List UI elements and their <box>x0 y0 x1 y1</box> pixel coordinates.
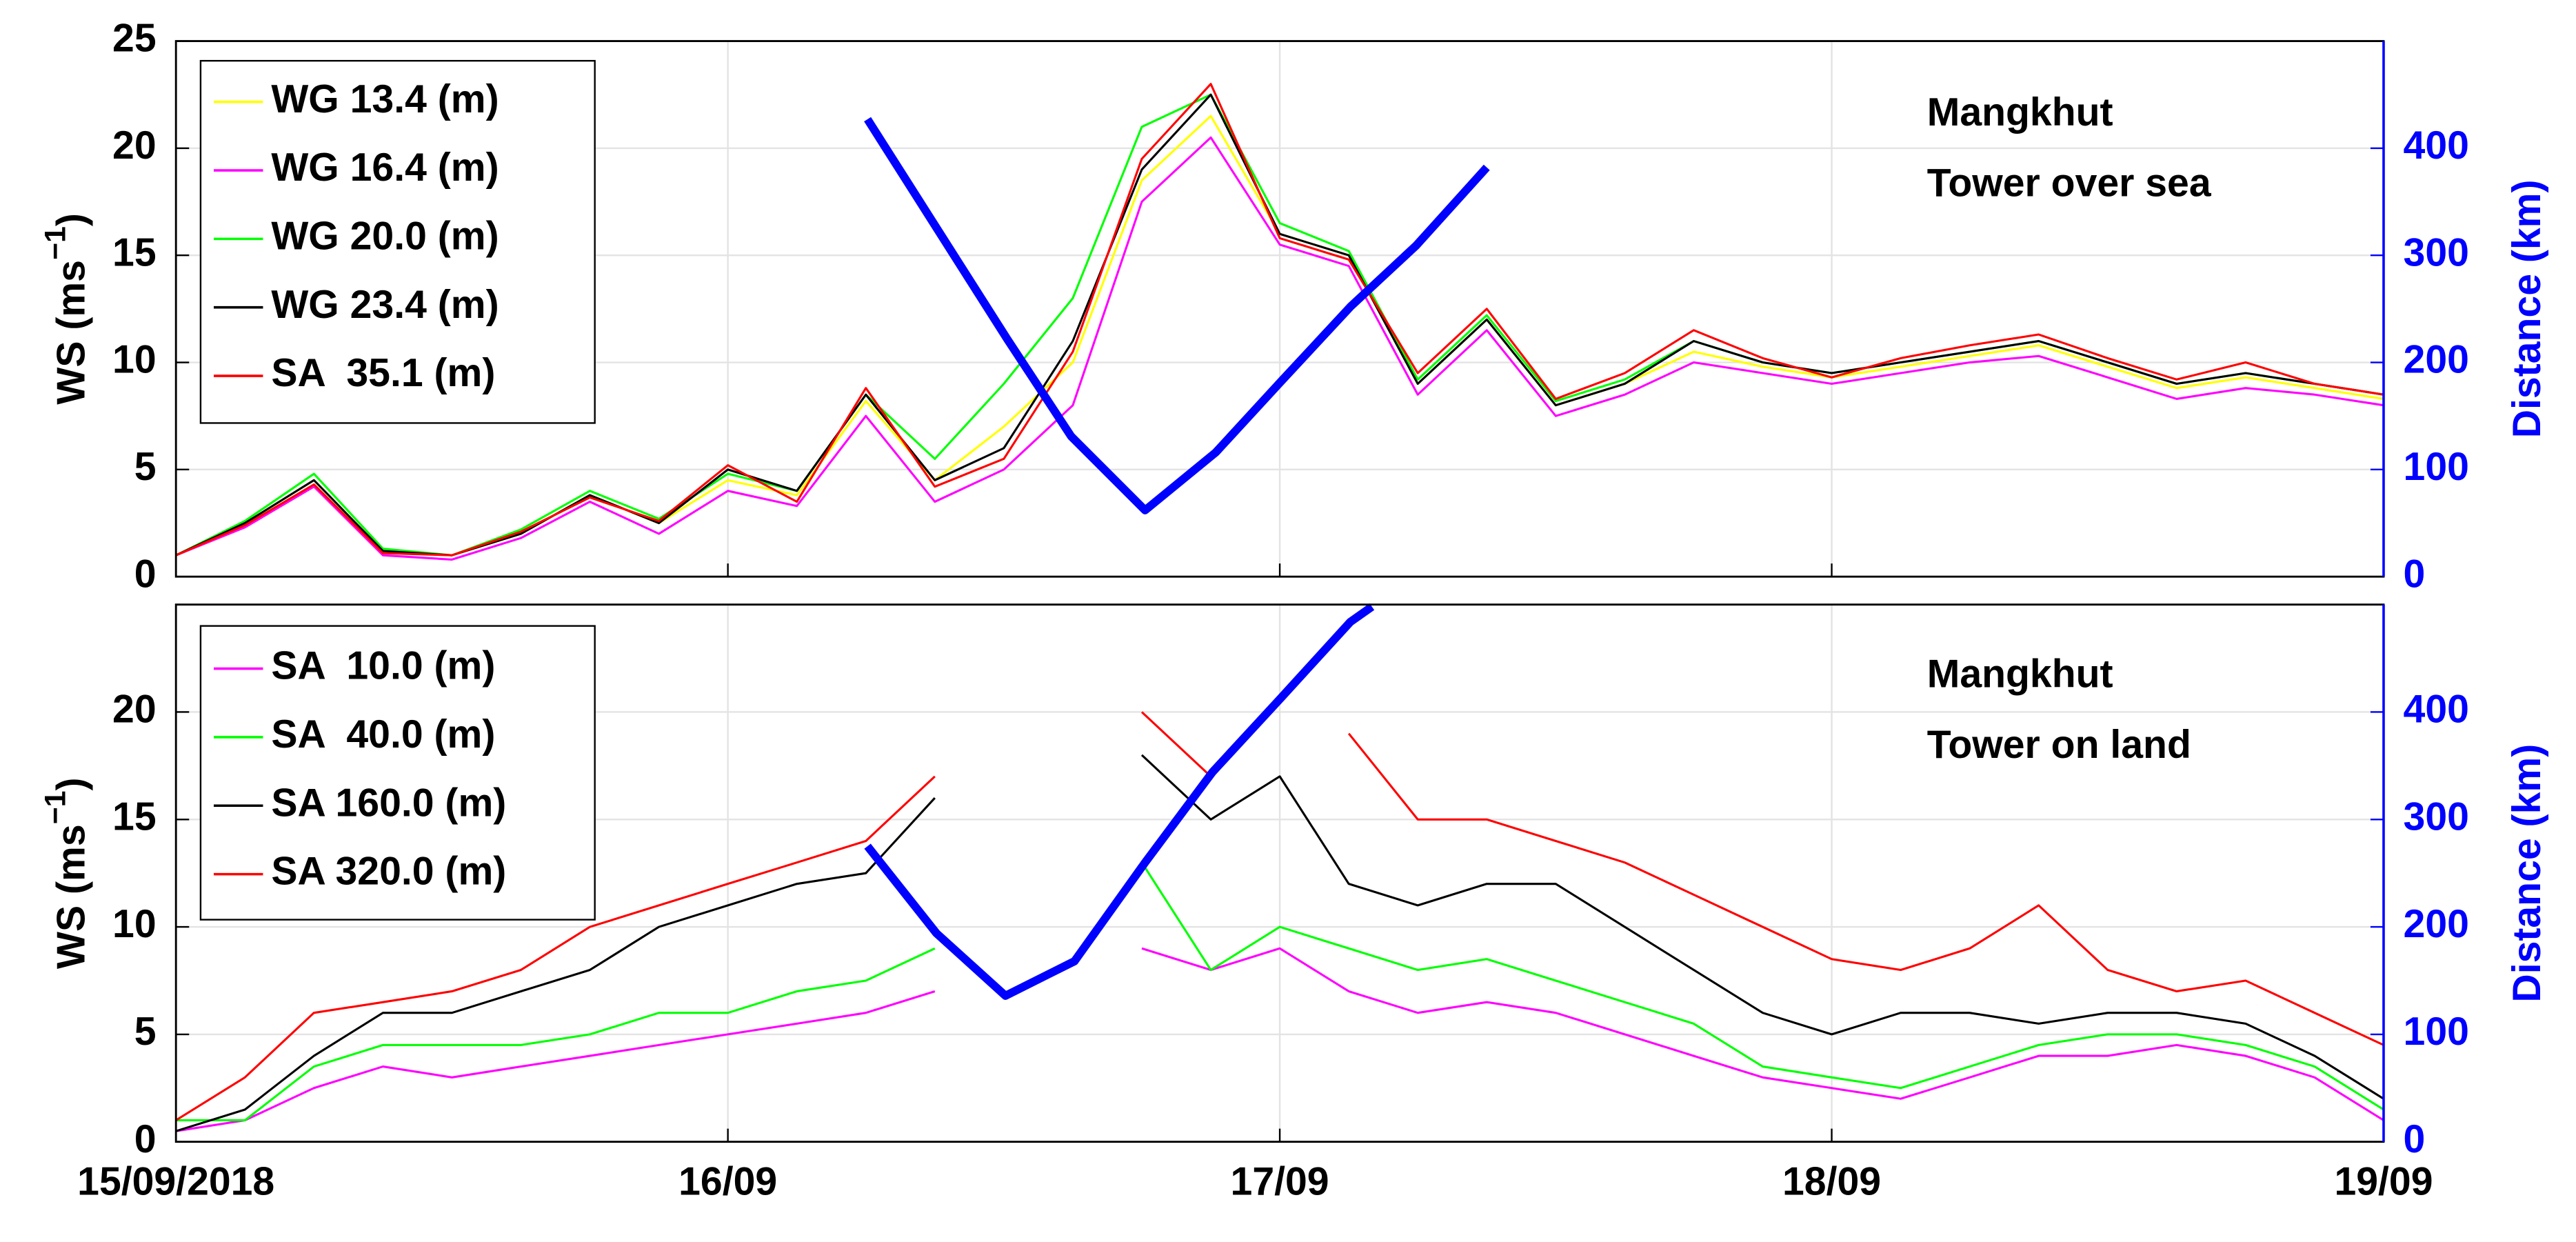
y-tick-label: 10 <box>112 338 157 382</box>
wind-line <box>175 136 2384 561</box>
y2-tick-label: 100 <box>2404 1010 2469 1054</box>
y-label: WS (ms−1) <box>39 777 94 969</box>
y2-tick-label: 200 <box>2404 338 2469 382</box>
y2-tick-label: 100 <box>2404 445 2469 489</box>
wind-line <box>176 861 2384 1122</box>
wind-line <box>175 83 2384 557</box>
legend-box <box>199 59 596 424</box>
y2-tick-label: 200 <box>2404 902 2469 946</box>
annotation: Tower over sea <box>1927 161 2212 205</box>
y-label: WS (ms−1) <box>39 213 94 405</box>
x-tick-label: 19/09 <box>2334 1160 2433 1204</box>
legend-label: WG 13.4 (m) <box>271 77 499 121</box>
annotation: Mangkhut <box>1927 652 2113 697</box>
legend-label: SA 10.0 (m) <box>271 644 495 688</box>
y-label-text: WS (ms <box>50 260 94 405</box>
wind-line <box>175 711 2384 1121</box>
annotation: Tower on land <box>1927 723 2191 767</box>
y-label-text: WS (ms <box>50 824 94 969</box>
y-tick-label: 15 <box>112 230 157 274</box>
legend-label: WG 23.4 (m) <box>271 283 499 327</box>
y-tick-label: 5 <box>134 1010 157 1054</box>
y-tick-label: 15 <box>112 794 157 839</box>
y-tick-label: 25 <box>112 17 157 61</box>
wind-line <box>175 947 2384 1132</box>
y-tick-label: 0 <box>134 552 157 596</box>
legend-label: SA 320.0 (m) <box>271 850 506 894</box>
legend-label: SA 35.1 (m) <box>271 351 495 395</box>
y-tick-label: 20 <box>112 123 157 168</box>
x-tick-label: 16/09 <box>678 1160 777 1204</box>
x-tick-label: 15/09/2018 <box>77 1160 274 1204</box>
legend-label: SA 40.0 (m) <box>271 712 495 757</box>
y-label-sup: −1 <box>39 790 72 824</box>
y2-label: Distance (km) <box>2505 179 2549 438</box>
y2-tick-label: 400 <box>2404 123 2469 168</box>
x-tick-label: 17/09 <box>1231 1160 1329 1204</box>
legend-box <box>199 625 596 921</box>
distance-line <box>864 603 1375 1000</box>
legend-label: WG 20.0 (m) <box>271 214 499 258</box>
y-label-end: ) <box>50 213 94 226</box>
y2-tick-label: 300 <box>2404 230 2469 274</box>
y-tick-label: 0 <box>134 1117 157 1161</box>
y2-tick-label: 0 <box>2404 1117 2426 1161</box>
y2-tick-label: 0 <box>2404 552 2426 596</box>
annotation: Mangkhut <box>1927 90 2113 134</box>
y-label-sup: −1 <box>39 226 72 260</box>
x-tick-label: 18/09 <box>1782 1160 1881 1204</box>
y2-tick-label: 400 <box>2404 688 2469 732</box>
y-tick-label: 5 <box>134 445 157 489</box>
legend: WG 13.4 (m) WG 16.4 (m) WG 20.0 (m) WG 23.4… <box>199 59 596 424</box>
legend: SA 10.0 (m) SA 40.0 (m) SA 160.0 (m) SA 320… <box>199 625 596 921</box>
legend-label: SA 160.0 (m) <box>271 781 506 825</box>
y-label-end: ) <box>50 777 94 790</box>
y-tick-label: 20 <box>112 688 157 732</box>
y-tick-label: 10 <box>112 902 157 946</box>
y2-tick-label: 300 <box>2404 794 2469 839</box>
distance-line <box>864 117 1490 514</box>
legend-label: WG 16.4 (m) <box>271 146 499 190</box>
wind-line <box>175 754 2384 1132</box>
y2-label: Distance (km) <box>2505 744 2549 1003</box>
